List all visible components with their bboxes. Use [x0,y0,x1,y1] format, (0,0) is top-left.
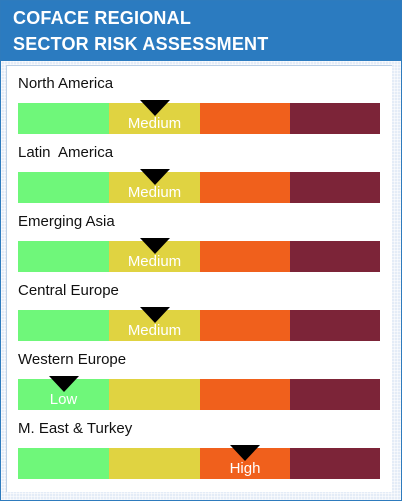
region-label: Emerging Asia [18,213,115,230]
risk-level-label: Medium [127,184,182,201]
risk-marker-triangle [139,169,170,185]
risk-segment-level-4 [290,103,380,134]
risk-segment-level-3 [200,241,290,272]
risk-segment-level-1 [18,241,109,272]
risk-segment-level-4 [290,241,380,272]
header-title-line-2: SECTOR RISK ASSESSMENT [13,34,269,54]
risk-segment-level-4 [290,310,380,341]
header-banner: COFACE REGIONAL SECTOR RISK ASSESSMENT [1,1,401,61]
risk-segment-level-2 [109,448,200,479]
risk-bar: Medium [18,100,380,134]
risk-segment-level-1 [18,172,109,203]
risk-level-label: Medium [127,322,182,339]
risk-marker-triangle [48,376,79,392]
risk-level-label: Low [49,391,78,408]
risk-level-label: Medium [127,115,182,132]
risk-segment-level-2 [109,379,200,410]
risk-bar: High [18,445,380,479]
risk-segment-level-3 [200,379,290,410]
risk-level-label: Medium [127,253,182,270]
risk-bar: Low [18,376,380,410]
header-title-line-1: COFACE REGIONAL [13,8,192,28]
region-label: M. East & Turkey [18,420,133,437]
risk-marker-triangle [139,238,170,254]
risk-bar: Medium [18,169,380,203]
risk-marker-triangle [139,100,170,116]
risk-segment-level-4 [290,379,380,410]
region-label: North America [18,75,114,92]
risk-segment-level-1 [18,103,109,134]
risk-segment-level-4 [290,172,380,203]
region-label: Central Europe [18,282,119,299]
risk-segment-level-4 [290,448,380,479]
risk-chart-panel: North America Medium Latin America Medium Em… [6,65,392,492]
risk-segment-level-3 [200,103,290,134]
risk-segment-level-1 [18,448,109,479]
risk-segment-level-3 [200,172,290,203]
risk-marker-triangle [139,307,170,323]
risk-segment-level-1 [18,310,109,341]
risk-bar: Medium [18,238,380,272]
risk-level-label: High [229,460,261,477]
risk-marker-triangle [230,445,260,461]
region-label: Western Europe [18,351,127,368]
risk-segment-level-3 [200,310,290,341]
risk-bar: Medium [18,307,380,341]
region-label: Latin America [18,144,114,161]
